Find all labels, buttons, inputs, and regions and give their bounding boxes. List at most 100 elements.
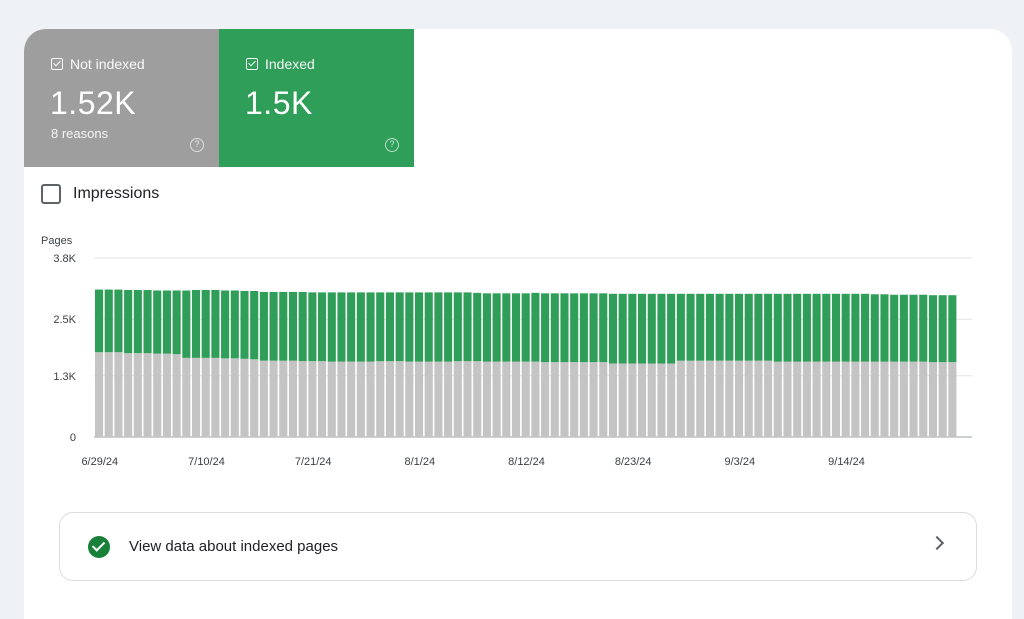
checkbox-checked-icon[interactable] [51, 58, 63, 70]
bar-indexed [851, 293, 860, 362]
bar-indexed [890, 294, 899, 362]
bar-indexed [812, 293, 821, 362]
bar-not-indexed [899, 361, 908, 437]
bar-not-indexed [191, 357, 201, 437]
checkbox-checked-icon[interactable] [246, 58, 258, 70]
pages-chart: Pages 0 1.3K 2.5K 3.8K 6/29/24 7/10/24 7/21/24 8… [41, 235, 972, 468]
y-tick-label: 0 [70, 432, 76, 444]
bar-indexed [124, 290, 133, 354]
bar-not-indexed [560, 362, 569, 437]
bar-not-indexed [221, 358, 230, 437]
indexed-value: 1.5K [245, 85, 313, 121]
bar-indexed [734, 293, 744, 361]
view-indexed-pages-link[interactable]: View data about indexed pages [59, 512, 977, 581]
bar-indexed [182, 290, 191, 358]
x-tick-label: 9/3/24 [725, 456, 756, 468]
impressions-checkbox[interactable] [41, 184, 61, 204]
bar-indexed [211, 290, 220, 358]
bar-indexed [104, 289, 113, 353]
chevron-right-icon [929, 535, 945, 551]
bar-indexed [95, 289, 104, 353]
indexed-tile[interactable]: Indexed 1.5K ? [219, 29, 414, 167]
bar-indexed [589, 293, 598, 363]
bar-not-indexed [133, 353, 142, 437]
bar-indexed [570, 293, 579, 363]
bar-not-indexed [715, 360, 724, 437]
bar-indexed [191, 290, 201, 358]
bar-not-indexed [124, 353, 133, 437]
bar-indexed [240, 290, 249, 359]
bar-not-indexed [201, 357, 210, 437]
bar-not-indexed [667, 363, 676, 437]
bar-indexed [201, 290, 210, 358]
bar-indexed [492, 293, 501, 362]
bar-not-indexed [734, 360, 744, 437]
bar-indexed [308, 292, 317, 362]
bar-indexed [298, 291, 307, 362]
bar-indexed [318, 292, 327, 362]
x-tick-label: 8/12/24 [508, 456, 545, 468]
bar-not-indexed [143, 353, 152, 437]
bar-indexed [802, 293, 811, 362]
bar-indexed [764, 293, 773, 361]
bar-indexed [744, 293, 753, 361]
bar-not-indexed [919, 361, 928, 437]
bar-indexed [938, 295, 947, 363]
bar-not-indexed [250, 359, 259, 437]
bar-indexed [337, 292, 346, 362]
bar-indexed [482, 293, 491, 362]
help-icon[interactable]: ? [385, 138, 399, 152]
bar-not-indexed [347, 361, 356, 437]
check-circle-icon [88, 535, 110, 558]
view-indexed-pages-label: View data about indexed pages [129, 538, 339, 555]
bar-indexed [153, 290, 162, 354]
bar-not-indexed [851, 361, 860, 437]
bar-not-indexed [802, 361, 811, 437]
bar-indexed [250, 290, 259, 360]
bar-not-indexed [153, 353, 162, 437]
bar-not-indexed [647, 363, 656, 437]
bar-not-indexed [541, 362, 550, 437]
bar-not-indexed [570, 362, 579, 437]
bar-not-indexed [482, 361, 491, 437]
indexing-report-card: Not indexed 1.52K 8 reasons ? Indexed 1.… [24, 29, 1012, 619]
indexed-label: Indexed [265, 56, 315, 72]
y-tick-label: 1.3K [53, 371, 76, 383]
bar-not-indexed [424, 361, 433, 437]
bar-indexed [356, 292, 365, 362]
bar-not-indexed [414, 361, 424, 437]
bar-indexed [754, 293, 763, 361]
bar-indexed [638, 293, 647, 364]
bar-not-indexed [463, 361, 472, 437]
bar-indexed [288, 291, 298, 361]
impressions-toggle[interactable]: Impressions [41, 184, 159, 204]
bar-not-indexed [298, 361, 307, 437]
bar-indexed [667, 293, 676, 364]
bar-not-indexed [162, 353, 171, 437]
bar-not-indexed [259, 360, 268, 437]
bar-not-indexed [589, 362, 598, 437]
bar-indexed [618, 293, 627, 364]
bar-not-indexed [230, 358, 239, 437]
bar-not-indexed [376, 361, 385, 437]
bar-not-indexed [356, 361, 365, 437]
not-indexed-value: 1.52K [50, 85, 137, 121]
help-icon[interactable]: ? [190, 138, 204, 152]
impressions-label: Impressions [73, 185, 160, 202]
bar-indexed [608, 293, 618, 364]
bar-indexed [143, 290, 152, 354]
y-tick-label: 3.8K [53, 253, 76, 265]
bar-not-indexed [938, 362, 947, 437]
bar-not-indexed [366, 361, 375, 437]
bar-indexed [230, 290, 239, 359]
bar-not-indexed [754, 360, 763, 437]
bar-indexed [783, 293, 792, 362]
bar-not-indexed [327, 361, 336, 437]
bar-indexed [676, 293, 685, 361]
bar-indexed [696, 293, 705, 361]
bar-indexed [880, 294, 889, 362]
x-tick-label: 7/10/24 [188, 456, 225, 468]
not-indexed-tile[interactable]: Not indexed 1.52K 8 reasons ? [24, 29, 219, 167]
bar-not-indexed [269, 360, 278, 437]
bar-indexed [928, 295, 938, 363]
